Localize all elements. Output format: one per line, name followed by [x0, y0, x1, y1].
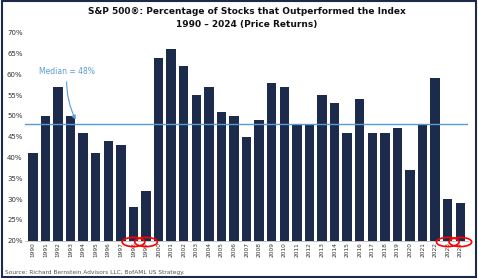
- Bar: [104, 141, 113, 278]
- Bar: [192, 95, 201, 278]
- Bar: [154, 58, 163, 278]
- Bar: [166, 49, 176, 278]
- Bar: [179, 66, 188, 278]
- Bar: [204, 87, 214, 278]
- Bar: [116, 145, 126, 278]
- Bar: [330, 103, 339, 278]
- Bar: [405, 170, 415, 278]
- Bar: [443, 199, 453, 278]
- Bar: [305, 124, 314, 278]
- Bar: [280, 87, 289, 278]
- Bar: [41, 116, 50, 278]
- Bar: [141, 191, 151, 278]
- Bar: [355, 99, 365, 278]
- Bar: [129, 207, 138, 278]
- Bar: [217, 112, 226, 278]
- Bar: [28, 153, 38, 278]
- Bar: [418, 124, 427, 278]
- Bar: [254, 120, 264, 278]
- Bar: [91, 153, 100, 278]
- Bar: [317, 95, 327, 278]
- Bar: [78, 133, 88, 278]
- Bar: [380, 133, 390, 278]
- Bar: [368, 133, 377, 278]
- Bar: [393, 128, 402, 278]
- Bar: [229, 116, 239, 278]
- Text: Source: Richard Bernstein Advisors LLC, BofAML US Strategy.: Source: Richard Bernstein Advisors LLC, …: [5, 270, 185, 275]
- Bar: [292, 124, 302, 278]
- Title: S&P 500®: Percentage of Stocks that Outperformed the Index
1990 – 2024 (Price Re: S&P 500®: Percentage of Stocks that Outp…: [88, 7, 405, 29]
- Bar: [242, 137, 251, 278]
- Bar: [54, 87, 63, 278]
- Text: Median = 48%: Median = 48%: [39, 67, 95, 119]
- Bar: [431, 78, 440, 278]
- Bar: [66, 116, 76, 278]
- Bar: [267, 83, 276, 278]
- Bar: [456, 203, 465, 278]
- Bar: [343, 133, 352, 278]
